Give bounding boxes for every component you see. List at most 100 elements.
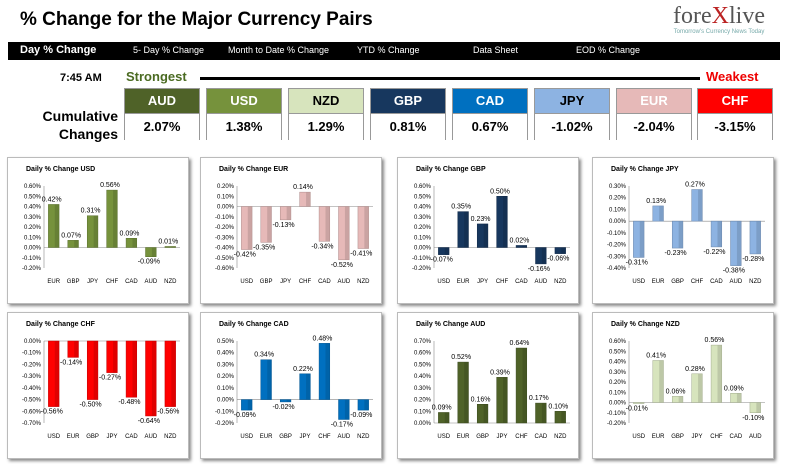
currency-code: CHF [698, 89, 772, 113]
y-tick-label: -0.40% [607, 266, 627, 272]
forexlive-logo[interactable]: foreXlive Tomorrow's Currency News Today [664, 4, 774, 38]
logo-text: foreXlive [673, 3, 765, 29]
x-tick-label: JPY [477, 279, 488, 285]
bar [652, 205, 664, 222]
nav-mtd-change[interactable]: Month to Date % Change [228, 45, 330, 55]
bar-shade [132, 238, 137, 248]
data-label: 0.56% [100, 182, 120, 189]
nav-eod-change[interactable]: EOD % Change [576, 45, 641, 55]
y-tick-label: 0.40% [414, 374, 432, 380]
data-label: 0.23% [471, 216, 491, 223]
logo-tagline: Tomorrow's Currency News Today [673, 29, 765, 35]
x-tick-label: USD [47, 434, 60, 440]
y-tick-label: 0.10% [217, 194, 235, 200]
x-tick-label: AUD [145, 279, 158, 285]
currency-card-gbp: GBP 0.81% [370, 88, 446, 140]
chart-panel-jpy: Daily % Change JPY 0.30% 0.20% 0.10% 0.00% -0… [592, 157, 774, 304]
bar-shade [364, 399, 369, 411]
x-tick-label: CHF [710, 434, 723, 440]
chart-panel-nzd: Daily % Change NZD 0.60% 0.50% 0.40% 0.30% 0.… [592, 312, 774, 459]
bar-shade [74, 240, 79, 248]
currency-code: JPY [535, 89, 609, 113]
y-tick-label: 0.20% [414, 398, 432, 404]
data-label: 0.09% [432, 404, 452, 411]
bar [260, 206, 272, 243]
x-tick-label: JPY [280, 279, 291, 285]
bar-shade [483, 223, 488, 248]
x-tick-label: EUR [67, 434, 80, 440]
bar-shade [736, 393, 742, 403]
bar-chart: 0.00% -0.10% -0.20% -0.30% -0.40% -0.50% -0.60… [22, 339, 180, 440]
bar-shade [444, 412, 450, 423]
bar [457, 211, 469, 248]
bar-shade [678, 221, 683, 249]
data-label: 0.56% [704, 337, 724, 344]
bar [652, 360, 664, 403]
data-label: -0.35% [253, 244, 275, 251]
x-tick-label: GBP [260, 279, 273, 285]
currency-card-jpy: JPY -1.02% [534, 88, 610, 140]
x-tick-label: GBP [476, 434, 489, 440]
chart-title: Daily % Change CAD [219, 321, 289, 328]
nav-ytd-change[interactable]: YTD % Change [357, 45, 420, 55]
x-tick-label: USD [632, 434, 645, 440]
x-tick-label: EUR [652, 434, 665, 440]
bar [48, 204, 60, 248]
nav-5day-change[interactable]: 5- Day % Change [133, 45, 205, 55]
data-label: -0.06% [547, 256, 569, 263]
data-label: -0.28% [742, 256, 764, 263]
y-tick-label: 0.40% [24, 205, 42, 211]
bar-shade [364, 206, 369, 249]
bar-shade [286, 206, 291, 220]
bar [241, 399, 253, 411]
bar-shade [464, 362, 469, 423]
x-tick-label: CAD [710, 279, 723, 285]
bar-chart: 0.60% 0.50% 0.40% 0.30% 0.20% 0.10% 0.00% -0.10… [412, 184, 570, 285]
chart-title: Daily % Change JPY [611, 166, 679, 173]
nav-day-change[interactable]: Day % Change [20, 44, 97, 56]
strongest-label: Strongest [126, 69, 187, 84]
y-tick-label: 0.00% [217, 398, 235, 404]
x-tick-label: CHF [106, 279, 119, 285]
data-label: 0.52% [451, 354, 471, 361]
bar-shade [756, 221, 761, 254]
bar-shade [464, 211, 469, 248]
currency-code: CAD [453, 89, 527, 113]
x-tick-label: NZD [554, 279, 567, 285]
nav-data-sheet[interactable]: Data Sheet [473, 45, 519, 55]
data-label: -0.10% [742, 415, 764, 422]
x-tick-label: JPY [87, 279, 98, 285]
y-tick-label: -0.30% [215, 235, 235, 241]
bar-chart: 0.50% 0.40% 0.30% 0.20% 0.10% 0.00% -0.10% -0.2… [215, 335, 373, 440]
bar [633, 402, 645, 404]
data-label: 0.39% [490, 369, 510, 376]
y-tick-label: -0.20% [607, 421, 627, 427]
y-tick-label: 0.30% [24, 215, 42, 221]
x-tick-label: AUD [730, 279, 743, 285]
data-label: -0.16% [528, 266, 550, 273]
x-tick-label: GBP [671, 434, 684, 440]
currency-change-value: -2.04% [617, 113, 691, 140]
y-tick-label: -0.50% [22, 398, 42, 404]
bar-shade [756, 402, 761, 413]
bar-shade [151, 247, 157, 257]
data-label: 0.28% [685, 366, 705, 373]
x-tick-label: EUR [47, 279, 60, 285]
bar [496, 377, 508, 424]
data-label: -0.17% [331, 421, 353, 428]
bar-shade [659, 360, 664, 403]
bar-chart: 0.60% 0.50% 0.40% 0.30% 0.20% 0.10% 0.00% -0.10… [22, 182, 180, 285]
data-label: -0.50% [79, 402, 101, 409]
x-tick-label: CAD [515, 279, 528, 285]
data-label: 0.09% [724, 385, 744, 392]
bar-shade [344, 206, 350, 260]
data-label: -0.23% [664, 250, 686, 257]
y-tick-label: 0.50% [414, 362, 432, 368]
currency-card-aud: AUD 2.07% [124, 88, 200, 140]
data-label: -0.56% [157, 409, 179, 416]
data-label: 0.42% [42, 196, 62, 203]
y-tick-label: 0.60% [609, 339, 627, 345]
currency-card-cad: CAD 0.67% [452, 88, 528, 140]
y-tick-label: -0.20% [607, 243, 627, 249]
chart-title: Daily % Change CHF [26, 321, 95, 328]
